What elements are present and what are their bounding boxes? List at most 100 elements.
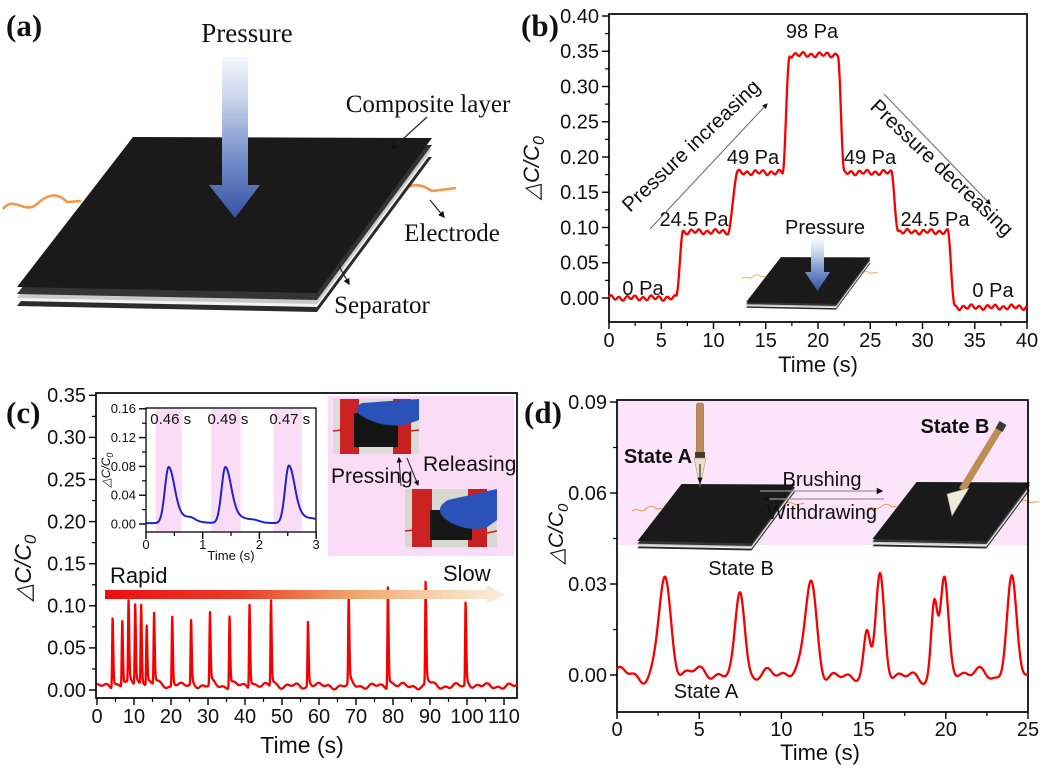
- panel-c-xlabel: Time (s): [260, 732, 343, 758]
- ylabel-sub: 0: [105, 453, 115, 458]
- c-xtick-label: 110: [488, 706, 520, 728]
- separator-label: Separator: [334, 292, 430, 319]
- b-xtick-label: 0: [603, 330, 614, 352]
- electrode-label: Electrode: [404, 220, 500, 247]
- panel-b-plot: 0 5 10 15 20 25 30 35 40 0.00 0.05 0.10 0.15 0.20 0.25…: [560, 6, 1038, 352]
- c-xtick-label: 20: [160, 706, 182, 728]
- panel-c-ylabel: △C/C0: [10, 534, 40, 602]
- d-ytick-label: 0.00: [568, 665, 607, 687]
- c_inset-xtick-label: 3: [312, 537, 319, 552]
- ylabel-sub: 0: [21, 534, 40, 544]
- c-xtick-label: 70: [345, 706, 367, 728]
- releasing-label: Releasing: [423, 453, 516, 476]
- state-a-label: State A: [624, 446, 692, 468]
- c_inset-xtick-label: 1: [199, 537, 206, 552]
- step-label-98pa: 98 Pa: [786, 21, 839, 43]
- ylabel-main: △C/C: [99, 457, 113, 488]
- panel-b-tag: (b): [521, 8, 559, 43]
- b-xtick-label: 25: [859, 330, 881, 352]
- c_inset-curve: [145, 464, 317, 525]
- c_inset-ytick-label: 0.08: [111, 459, 136, 474]
- inset-plate-illustration: [741, 256, 879, 310]
- rapid-label: Rapid: [110, 563, 167, 588]
- c-ytick-label: 0.35: [47, 385, 86, 407]
- brush-vertical-icon: [693, 402, 707, 488]
- c_inset-band-label: 0.49 s: [208, 411, 249, 428]
- c-xtick-label: 50: [271, 706, 293, 728]
- c-ytick-label: 0.15: [47, 554, 86, 576]
- d-ytick-label: 0.06: [568, 483, 607, 505]
- b-xtick-label: 15: [755, 330, 777, 352]
- c-ytick-label: 0.25: [47, 469, 86, 491]
- c_inset-ytick-label: 0.16: [111, 401, 136, 416]
- panel-b: (b) 0 5 10 15 20 25 30 35 40 0.00 0.05 0.10 0.15 0.20…: [519, 6, 1038, 377]
- b-xtick-label: 35: [964, 330, 986, 352]
- panel-c: (c) 0 10 20 30 40 50 60 70 80 90 100 1100.000.050.1…: [6, 385, 520, 758]
- c-xtick-label: 40: [234, 706, 256, 728]
- c_inset-xtick-label: 2: [256, 537, 263, 552]
- panel-d: (d) Brushing Withdrawing State A: [524, 392, 1040, 765]
- panel-a-tag: (a): [6, 8, 42, 43]
- d-xtick-label: 20: [935, 719, 957, 741]
- b-xtick-label: 5: [656, 330, 667, 352]
- c_inset-band-0: [155, 409, 182, 531]
- d-xtick-label: 10: [770, 719, 792, 741]
- b-ytick-label: 0.40: [560, 6, 599, 28]
- c-frame: [95, 392, 518, 699]
- c-xtick-label: 60: [308, 706, 330, 728]
- ylabel-main: △C/C: [545, 511, 568, 565]
- panel-c-inset-plot: 0 1 2 3 0.00 0.04 0.08 0.12 0.16 0.46 s 0.49 s 0.47…: [111, 401, 320, 552]
- panel-d-xlabel: Time (s): [780, 740, 860, 765]
- b-xtick-label: 30: [911, 330, 933, 352]
- d-xtick-label: 15: [852, 719, 874, 741]
- b-ytick-label: 0.20: [560, 147, 599, 169]
- withdrawing-label: Withdrawing: [767, 502, 877, 524]
- ylabel-main: △C/C: [10, 544, 36, 603]
- c-ytick-label: 0.20: [47, 511, 86, 533]
- pressure-label: Pressure: [201, 18, 292, 48]
- brush-tilted-icon: [946, 421, 1007, 517]
- inset-pressure-arrow-icon: [805, 239, 830, 291]
- ylabel-sub: 0: [555, 503, 572, 512]
- step-label-24pa-left: 24.5 Pa: [660, 209, 730, 231]
- b-xtick-label: 10: [702, 330, 724, 352]
- c-xtick-label: 100: [450, 706, 483, 728]
- c-ytick-label: 0.30: [47, 427, 86, 449]
- pressing-label: Pressing: [331, 465, 413, 488]
- inset-pressure-label: Pressure: [785, 217, 865, 239]
- pressure-increasing-label: Pressure increasing: [618, 75, 765, 216]
- c_inset-band-label: 0.46 s: [150, 411, 191, 428]
- panel-b-xlabel: Time (s): [778, 352, 858, 377]
- c-xtick-label: 0: [91, 706, 102, 728]
- step-label-49pa-left: 49 Pa: [727, 147, 780, 169]
- pressure-increasing-arrow: [649, 103, 768, 230]
- b-ytick-label: 0.35: [560, 41, 599, 63]
- ylabel-sub: 0: [531, 136, 548, 145]
- b-ytick-label: 0.25: [560, 112, 599, 134]
- ylabel-main: △C/C: [519, 145, 544, 201]
- pressing-releasing-photos: Pressing Releasing: [328, 396, 516, 556]
- c-xtick-label: 80: [382, 706, 404, 728]
- composite-layer-pointer: [391, 116, 428, 150]
- c-curve: [96, 580, 519, 691]
- state-b-label: State B: [921, 416, 990, 438]
- panel-b-ylabel: △C/C0: [519, 136, 548, 201]
- c-ytick-label: 0.10: [47, 596, 86, 618]
- c-xtick-label: 90: [419, 706, 441, 728]
- d-xtick-label: 25: [1017, 719, 1039, 741]
- step-label-49pa-right: 49 Pa: [844, 147, 897, 169]
- separator-pointer: [338, 265, 350, 286]
- photo-sensor-pressed: [404, 489, 498, 547]
- step-label-24pa-right: 24.5 Pa: [901, 209, 971, 231]
- rapid-to-slow-arrow: [105, 585, 505, 604]
- panel-d-plot: 0 5 10 15 20 25 0.00 0.03 0.06 0.09: [568, 392, 1039, 741]
- c-ytick-label: 0.00: [47, 680, 86, 702]
- panel-d-ylabel: △C/C0: [545, 503, 572, 565]
- c-xtick-label: 30: [197, 706, 219, 728]
- c_inset-xtick-label: 0: [142, 537, 149, 552]
- panel-a: (a) Pressure Composite layer Electrode S…: [1, 8, 511, 319]
- panel-d-tag: (d): [524, 395, 562, 430]
- c-xtick-label: 10: [123, 706, 145, 728]
- slow-label: Slow: [443, 561, 491, 586]
